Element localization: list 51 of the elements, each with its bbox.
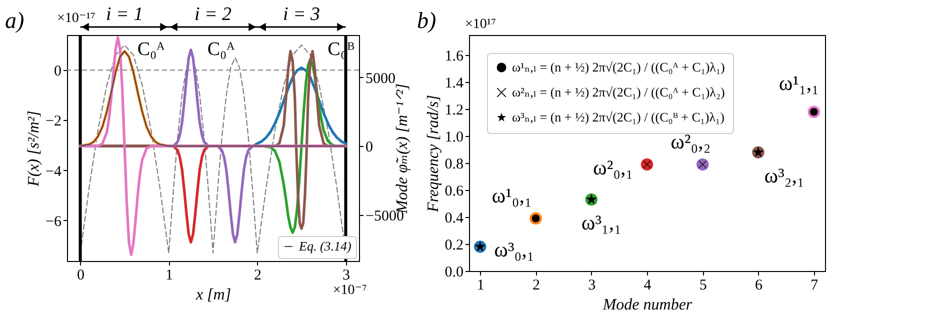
text: ×10⁻¹⁷ (57, 11, 96, 26)
legend-label: ω³ₙ,ₗ = (n + ½) 2π√(2C₁) / ((C₀ᴮ + C₁)λ₁) (512, 110, 724, 124)
y-tick-label: 1.4 (444, 76, 464, 92)
legend-label: ω²ₙ,ₗ = (n + ½) 2π√(2C₁) / ((C₀ᴬ + C₁)λ₂) (512, 84, 725, 100)
y-tick-label: 0.6 (444, 184, 464, 200)
x-tick-label: 3 (342, 268, 350, 284)
y-tick-label: 1.6 (444, 48, 464, 65)
legend-label: Eq. (3.14) (298, 238, 352, 254)
y-tick-label: 0.4 (444, 210, 464, 227)
text: i = 2 (194, 4, 232, 25)
x-tick-label: 4 (644, 278, 652, 294)
x-tick-label: 2 (254, 268, 262, 284)
x-tick-label: 1 (476, 278, 484, 294)
x-tick-label: 3 (588, 278, 596, 294)
y2-tick-label: 5000 (366, 70, 396, 87)
x-tick-label: 7 (810, 278, 819, 294)
y2-tick-label: 0 (366, 140, 373, 156)
x-tick-label: 6 (755, 278, 763, 294)
legend-label: ω¹ₙ,ₗ = (n + ½) 2π√(2C₁) / ((C₀ᴬ + C₁)λ₁) (512, 60, 725, 74)
y-tick-label: 0.2 (444, 238, 464, 254)
annotation: ω³₀,₁ (494, 238, 534, 262)
y-tick-label: 0.8 (444, 156, 464, 173)
y-axis-title: Frequency [rad/s] (424, 94, 442, 214)
annotation: ω³₁,₁ (581, 210, 622, 235)
text: ×10¹⁷ (465, 17, 496, 32)
x-axis-title: x [m] (194, 286, 232, 304)
x-tick-label: 0 (77, 268, 85, 284)
annotation: C₀ᴬ (207, 39, 236, 60)
annotation: ω²₀,₁ (592, 155, 634, 180)
annotation: C₀ᴬ (137, 39, 166, 60)
text: ×10⁻⁷ (332, 283, 368, 298)
y-tick-label: −6 (46, 214, 62, 230)
y-tick-label: 0.0 (444, 264, 464, 280)
y-tick-label: 1.2 (444, 102, 464, 119)
text: i = 3 (282, 4, 320, 25)
x-tick-label: 2 (532, 278, 540, 294)
y-tick-label: 0 (54, 64, 62, 80)
x-tick-label: 1 (166, 268, 174, 284)
y-tick-label: 1.0 (444, 130, 464, 146)
chart-title: a) (5, 8, 24, 33)
annotation: ω²₀,₂ (670, 129, 711, 154)
annotation: ω¹₁,₁ (778, 70, 819, 95)
y-axis-title: F(x) [s²/m²] (26, 110, 43, 188)
chart-title: b) (417, 8, 436, 33)
x-tick-label: 5 (699, 278, 707, 294)
text: i = 1 (106, 4, 144, 25)
annotation: ω³₂,₁ (764, 163, 804, 188)
x-axis-title: Mode number (602, 296, 693, 314)
annotation: ω¹₀,₁ (492, 183, 532, 208)
y-tick-label: −2 (46, 114, 62, 130)
y-tick-label: −4 (46, 164, 62, 180)
